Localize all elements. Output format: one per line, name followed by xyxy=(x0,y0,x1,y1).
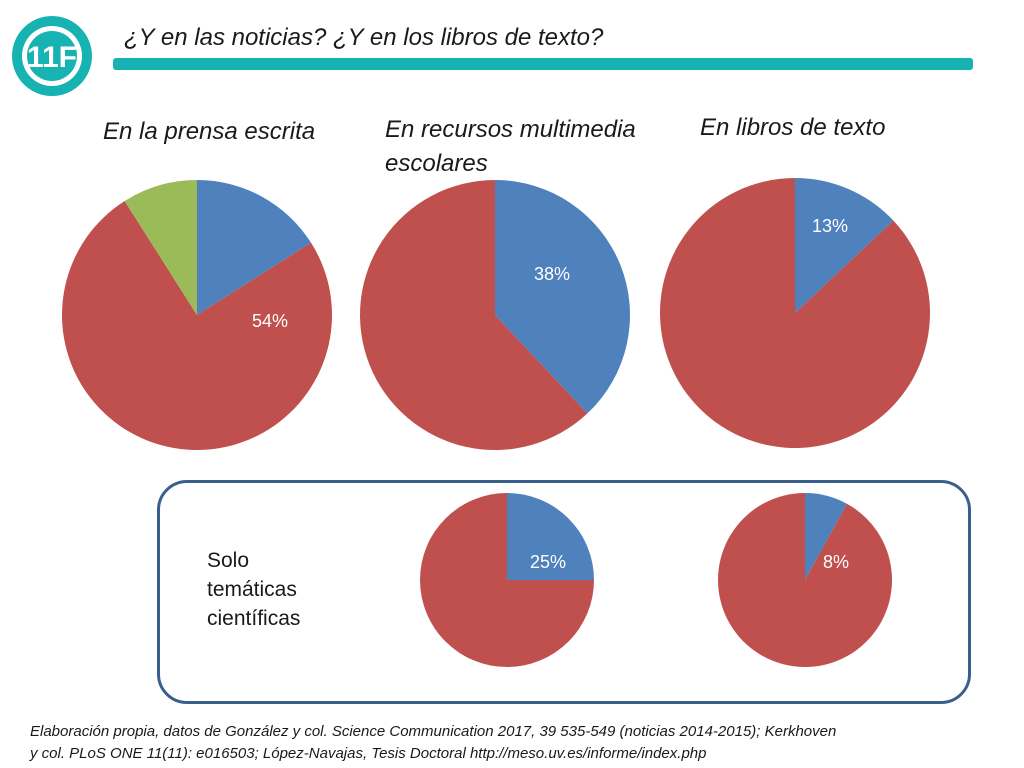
pie-slice xyxy=(805,493,847,580)
box-label-line: científicas xyxy=(207,607,301,630)
pie-data-label: 8% xyxy=(823,552,849,572)
pie-slice xyxy=(197,180,311,315)
11f-logo: 11F xyxy=(12,16,92,96)
scientific-topics-box xyxy=(157,480,971,704)
pie-slice xyxy=(62,201,333,450)
pie-chart-scientific-multimedia: 25% xyxy=(420,493,594,667)
slide-title: ¿Y en las noticias? ¿Y en los libros de … xyxy=(124,24,604,51)
chart-title-multimedia: En recursos multimedia escolares xyxy=(385,116,636,177)
pie-chart-multimedia: 38% xyxy=(359,180,630,450)
pie-chart-libros: 13% xyxy=(660,178,930,449)
box-label-line: temáticas xyxy=(207,578,297,601)
footnote-line: y col. PLoS ONE 11(11): e016503; López-N… xyxy=(30,745,707,762)
pie-slice xyxy=(507,493,594,580)
pie-chart-prensa: 54% xyxy=(62,180,333,450)
logo-text: 11F xyxy=(27,41,77,74)
pie-data-label: 38% xyxy=(534,264,570,284)
logo-splat xyxy=(27,31,77,81)
source-footnote: Elaboración propia, datos de González y … xyxy=(30,721,1010,765)
pie-slice xyxy=(495,180,630,414)
pie-slice xyxy=(795,178,894,313)
chart-title-libros: En libros de texto xyxy=(700,114,886,141)
box-label: Solo temáticas científicas xyxy=(207,546,300,633)
pie-slice xyxy=(420,493,594,667)
title-accent-bar xyxy=(113,58,973,70)
pie-data-label: 25% xyxy=(530,552,566,572)
footnote-line: Elaboración propia, datos de González y … xyxy=(30,723,837,740)
pie-slice xyxy=(660,178,930,449)
chart-title-prensa: En la prensa escrita xyxy=(103,118,316,145)
pie-data-label: 54% xyxy=(252,311,288,331)
pie-chart-scientific-libros: 8% xyxy=(718,493,892,667)
box-label-line: Solo xyxy=(207,549,250,572)
pie-slice xyxy=(124,180,197,315)
pie-slice xyxy=(359,180,588,450)
pie-slice xyxy=(718,493,892,667)
pie-data-label: 13% xyxy=(812,216,848,236)
